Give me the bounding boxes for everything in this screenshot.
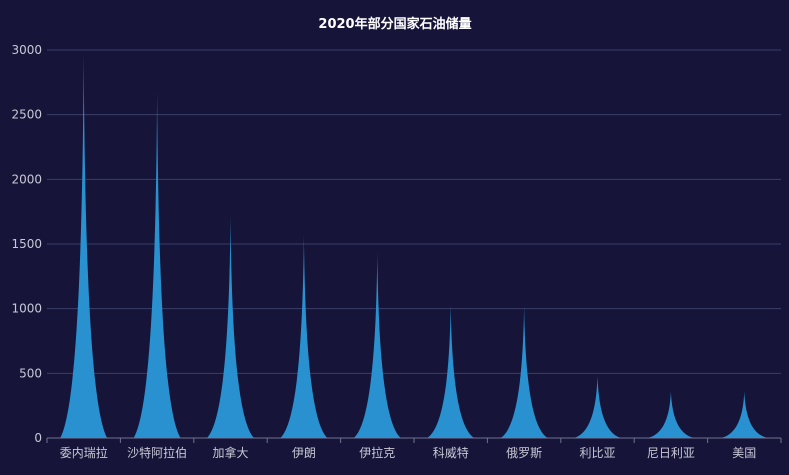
bar-美国[interactable]	[720, 391, 768, 438]
bar-伊朗[interactable]	[280, 234, 328, 438]
x-tick-label: 俄罗斯	[506, 446, 542, 460]
x-tick-label: 伊拉克	[359, 445, 395, 460]
bar-利比亚[interactable]	[574, 375, 621, 438]
bar-layer	[60, 53, 768, 439]
bar-沙特阿拉伯[interactable]	[133, 91, 181, 439]
x-tick-layer: 委内瑞拉 沙特阿拉伯 加拿大 伊朗 伊拉克 科威特 俄罗斯 利比亚 尼日利亚 美国	[46, 438, 782, 460]
bar-尼日利亚[interactable]	[647, 391, 695, 438]
bar-委内瑞拉[interactable]	[60, 53, 108, 438]
y-tick-label: 0	[34, 431, 42, 445]
chart-title: 2020年部分国家石油储量	[318, 16, 471, 32]
bar-加拿大[interactable]	[207, 216, 254, 438]
x-tick-label: 沙特阿拉伯	[127, 445, 187, 460]
x-tick-label: 尼日利亚	[647, 446, 695, 460]
y-tick-label: 3000	[11, 43, 42, 57]
y-tick-label: 500	[19, 366, 42, 380]
grid-layer: 0 500 1000 1500 2000 2500 3000	[11, 43, 781, 445]
y-tick-label: 1500	[11, 237, 42, 251]
bar-科威特[interactable]	[427, 304, 475, 438]
y-tick-label: 2500	[11, 108, 42, 122]
x-tick-label: 利比亚	[579, 446, 615, 460]
bar-伊拉克[interactable]	[353, 253, 401, 438]
x-tick-label: 委内瑞拉	[60, 445, 108, 460]
x-tick-label: 美国	[732, 446, 756, 460]
bar-俄罗斯[interactable]	[500, 306, 548, 438]
x-tick-label: 加拿大	[212, 445, 248, 460]
y-tick-label: 2000	[11, 172, 42, 186]
y-tick-label: 1000	[11, 302, 42, 316]
x-tick-label: 科威特	[433, 445, 469, 460]
x-tick-label: 伊朗	[292, 446, 316, 460]
